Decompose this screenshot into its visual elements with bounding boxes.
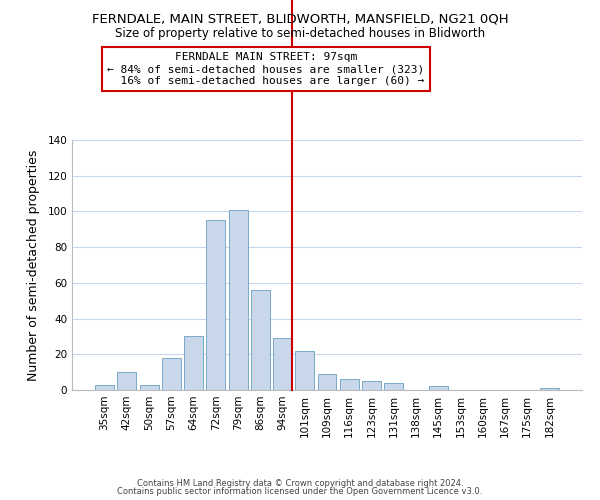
Bar [162,358,181,390]
Bar [184,336,203,390]
Bar [317,374,337,390]
Bar [206,220,225,390]
Bar [295,350,314,390]
Text: Size of property relative to semi-detached houses in Blidworth: Size of property relative to semi-detach… [115,28,485,40]
Bar [251,290,270,390]
Bar [362,381,381,390]
Bar [384,383,403,390]
Bar [140,384,158,390]
Text: Contains public sector information licensed under the Open Government Licence v3: Contains public sector information licen… [118,487,482,496]
Bar [229,210,248,390]
Bar [340,380,359,390]
Bar [429,386,448,390]
Bar [95,384,114,390]
Bar [273,338,292,390]
Text: FERNDALE MAIN STREET: 97sqm
← 84% of semi-detached houses are smaller (323)
  16: FERNDALE MAIN STREET: 97sqm ← 84% of sem… [107,52,424,86]
Bar [540,388,559,390]
Bar [118,372,136,390]
Text: FERNDALE, MAIN STREET, BLIDWORTH, MANSFIELD, NG21 0QH: FERNDALE, MAIN STREET, BLIDWORTH, MANSFI… [92,12,508,26]
Text: Contains HM Land Registry data © Crown copyright and database right 2024.: Contains HM Land Registry data © Crown c… [137,478,463,488]
Y-axis label: Number of semi-detached properties: Number of semi-detached properties [28,150,40,380]
